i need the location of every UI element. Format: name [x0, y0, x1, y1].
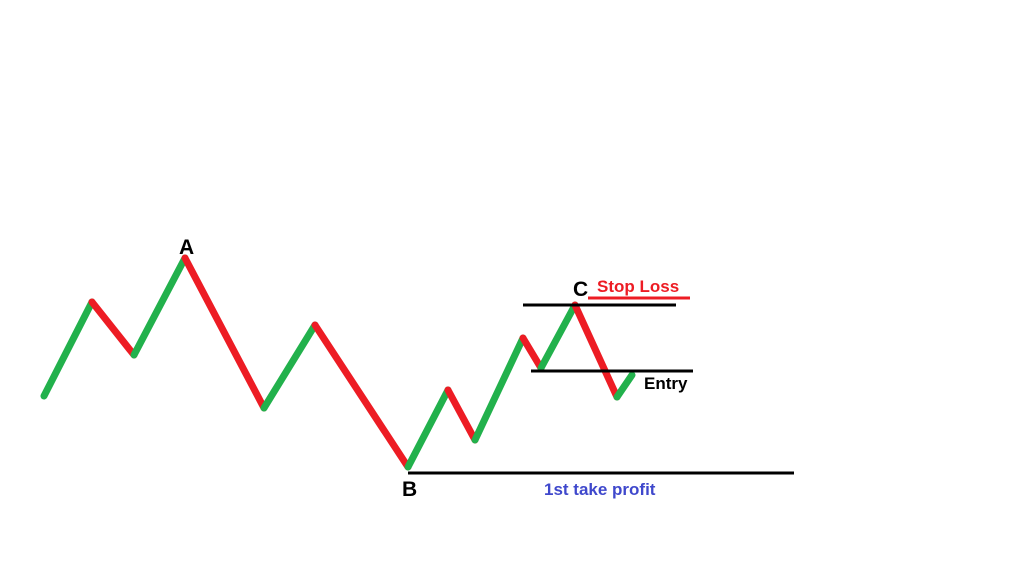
point-a-label: A [179, 236, 194, 259]
up-leg-9 [471, 334, 527, 444]
down-leg-6 [311, 321, 412, 471]
take-profit-label: 1st take profit [544, 480, 656, 499]
up-leg-11 [537, 301, 579, 372]
down-leg-4 [181, 254, 268, 412]
down-leg-8 [444, 386, 479, 444]
down-leg-2 [88, 298, 138, 359]
up-leg-13 [613, 371, 636, 401]
point-b-label: B [402, 478, 417, 501]
up-leg-1 [40, 298, 96, 400]
price-path [40, 254, 636, 471]
down-leg-10 [519, 334, 545, 372]
up-leg-7 [404, 386, 452, 471]
down-leg-12 [571, 301, 621, 401]
point-c-label: C [573, 278, 588, 301]
up-leg-5 [260, 321, 319, 412]
entry-label: Entry [644, 374, 688, 393]
up-leg-3 [130, 254, 189, 359]
stop-loss-label: Stop Loss [597, 277, 679, 296]
